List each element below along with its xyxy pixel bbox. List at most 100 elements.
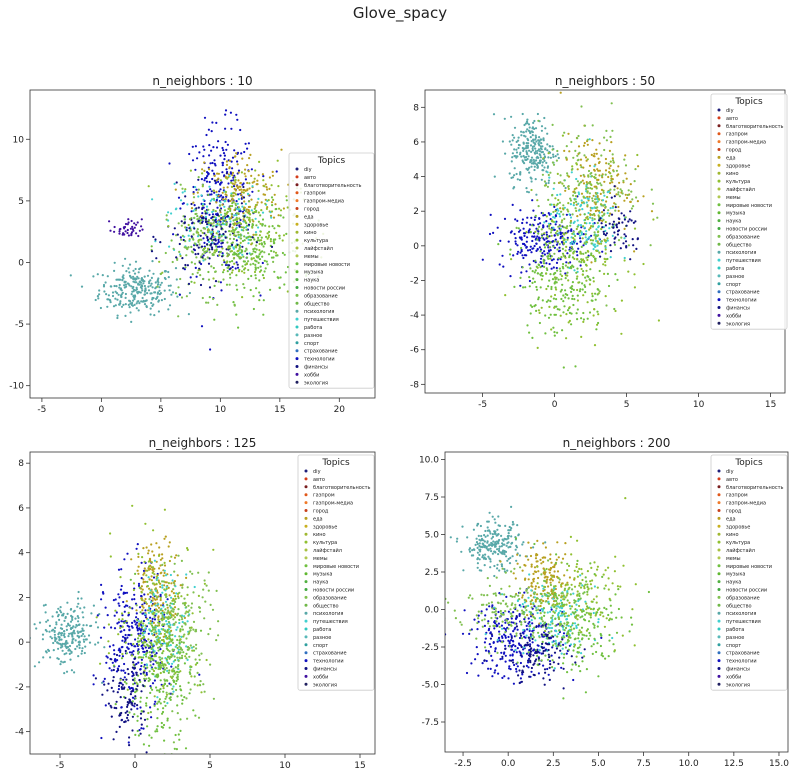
scatter-point <box>237 171 240 174</box>
legend-entry: diy <box>726 108 734 114</box>
scatter-point <box>107 652 110 655</box>
scatter-point <box>133 705 136 708</box>
scatter-point <box>146 725 149 728</box>
scatter-point <box>597 214 600 217</box>
scatter-point <box>493 574 496 578</box>
scatter-point <box>143 293 147 296</box>
scatter-point <box>38 661 41 664</box>
scatter-point <box>578 182 581 185</box>
scatter-point <box>192 709 195 712</box>
scatter-point <box>580 335 583 338</box>
scatter-point <box>611 157 614 160</box>
scatter-point <box>481 554 485 557</box>
scatter-point <box>125 620 128 623</box>
legend-entry: экология <box>726 321 750 327</box>
scatter-point <box>118 303 121 306</box>
scatter-point <box>589 209 592 212</box>
scatter-point <box>106 689 109 692</box>
legend-entry: технологии <box>304 357 335 363</box>
scatter-point <box>530 156 534 159</box>
scatter-point <box>161 710 165 714</box>
scatter-point <box>241 265 244 268</box>
scatter-point <box>549 231 553 234</box>
scatter-point <box>73 671 76 674</box>
scatter-point <box>578 193 581 196</box>
scatter-point <box>71 635 74 638</box>
scatter-point <box>572 303 575 307</box>
legend-entry: психология <box>304 309 334 315</box>
scatter-point <box>222 259 225 262</box>
scatter-point <box>187 614 190 617</box>
scatter-point <box>551 123 554 126</box>
scatter-point <box>586 258 589 262</box>
scatter-point <box>561 182 564 185</box>
scatter-point <box>132 643 135 646</box>
scatter-point <box>113 230 116 233</box>
scatter-point <box>131 607 134 610</box>
scatter-point <box>191 273 194 276</box>
scatter-point <box>150 543 153 546</box>
scatter-point <box>598 142 601 145</box>
scatter-point <box>140 300 143 303</box>
scatter-point <box>546 149 549 152</box>
scatter-point <box>159 572 162 575</box>
scatter-point <box>254 263 257 266</box>
scatter-point <box>207 270 210 274</box>
scatter-point <box>168 726 171 729</box>
scatter-point <box>116 316 119 320</box>
scatter-point <box>560 240 564 244</box>
legend-entry: кино <box>313 532 326 538</box>
legend-entry: финансы <box>726 306 750 312</box>
scatter-point <box>76 615 79 618</box>
scatter-point <box>575 271 578 274</box>
scatter-point <box>630 190 633 193</box>
scatter-point <box>200 262 203 266</box>
scatter-point <box>147 618 150 621</box>
scatter-point <box>170 212 173 215</box>
scatter-point <box>126 604 129 607</box>
scatter-point <box>151 599 154 602</box>
scatter-point <box>247 223 251 226</box>
scatter-point <box>563 233 566 236</box>
scatter-point <box>136 684 139 688</box>
scatter-point <box>591 219 594 222</box>
scatter-point <box>272 260 275 263</box>
legend: Topicsdiyавтоблаготворительностьгазпромг… <box>288 152 375 389</box>
scatter-point <box>143 718 147 721</box>
scatter-point <box>138 302 141 305</box>
scatter-point <box>590 153 593 156</box>
scatter-point <box>202 588 205 591</box>
scatter-point <box>569 242 572 245</box>
scatter-point <box>178 738 181 741</box>
scatter-point <box>239 256 242 259</box>
scatter-point <box>571 297 574 300</box>
scatter-point <box>614 203 617 206</box>
scatter-point <box>173 655 176 658</box>
scatter-point <box>585 256 588 259</box>
scatter-point <box>265 207 268 210</box>
scatter-point <box>154 588 157 591</box>
scatter-point <box>179 670 182 673</box>
scatter-point <box>604 224 608 227</box>
scatter-point <box>260 242 263 245</box>
scatter-point <box>149 657 152 660</box>
scatter-point <box>236 202 239 205</box>
scatter-point <box>113 284 116 288</box>
legend-marker <box>304 627 308 631</box>
scatter-point <box>650 188 653 191</box>
scatter-point <box>636 237 640 240</box>
legend-entry: спорт <box>304 341 319 347</box>
scatter-point <box>570 245 573 249</box>
scatter-cluster <box>598 185 640 261</box>
scatter-point <box>54 638 57 642</box>
scatter-point <box>157 579 160 582</box>
scatter-point <box>197 206 200 209</box>
scatter-point <box>134 295 137 298</box>
scatter-point <box>240 249 243 252</box>
scatter-point <box>166 661 169 664</box>
scatter-point <box>189 644 192 647</box>
scatter-point <box>576 154 579 157</box>
scatter-point <box>228 217 231 221</box>
scatter-point <box>178 293 181 296</box>
scatter-point <box>240 270 244 273</box>
